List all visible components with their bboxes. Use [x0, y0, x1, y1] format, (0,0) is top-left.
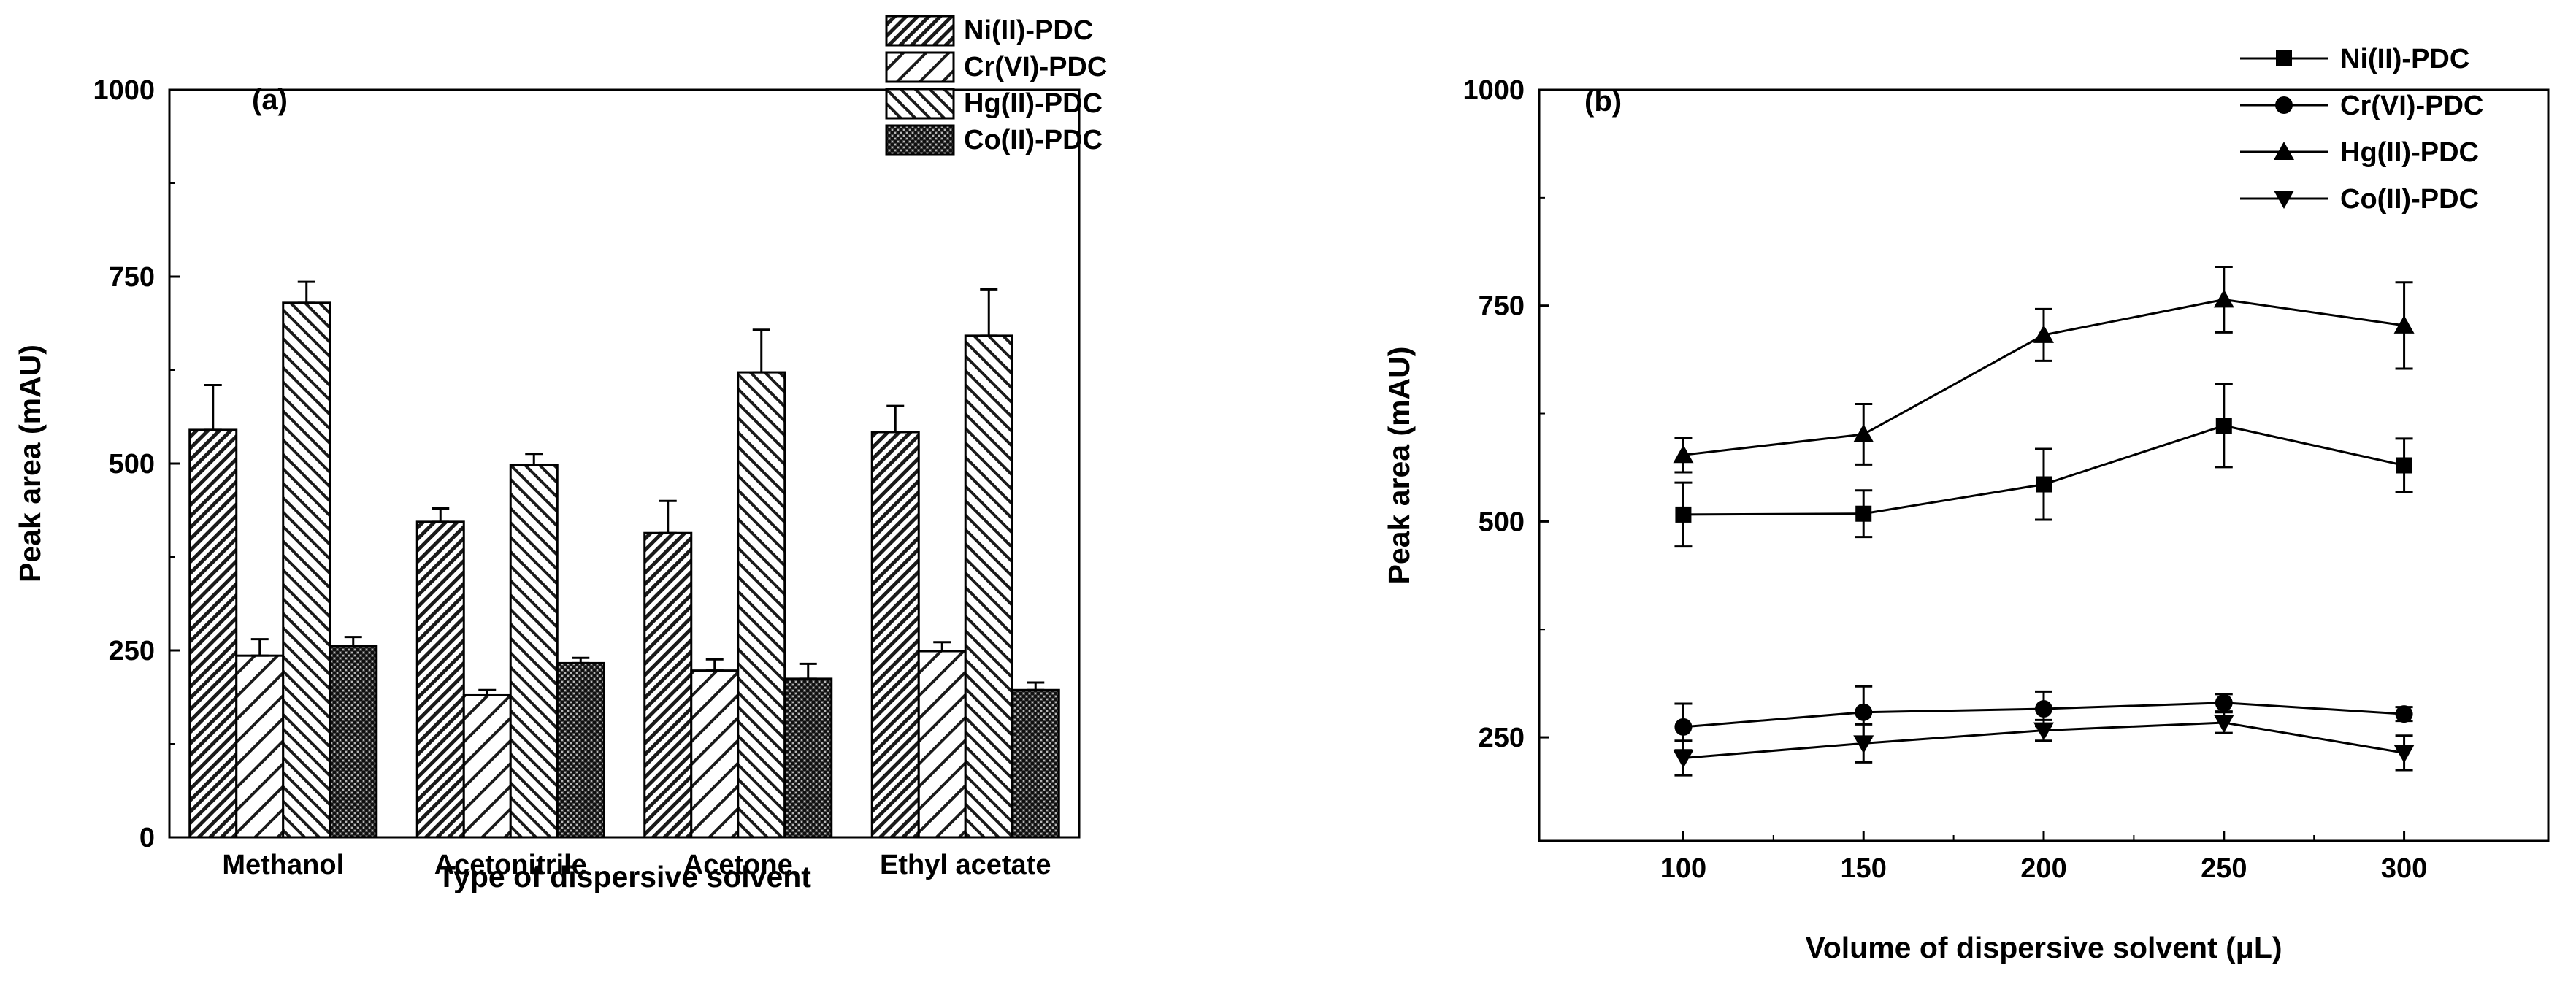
bar [737, 371, 786, 839]
series-0 [1674, 383, 2413, 548]
bar [783, 677, 833, 839]
legend: Ni(II)-PDC Cr(VI)-PDC Hg(II)-PDC Co(II)-PDC [885, 15, 1107, 156]
y-tick-label: 250 [109, 636, 155, 666]
panel-label: (a) [252, 84, 288, 116]
x-tick-label: 300 [2381, 853, 2427, 884]
bar [917, 650, 967, 839]
legend-swatch [885, 15, 955, 47]
data-point [2393, 315, 2415, 334]
legend-swatch [885, 88, 955, 120]
legend-marker [2274, 142, 2294, 160]
y-axis-title: Peak area (mAU) [13, 345, 47, 583]
data-point [1673, 750, 1694, 769]
legend: Ni(II)-PDC Cr(VI)-PDC Hg(II)-PDC Co(II)-PDC [2240, 44, 2483, 215]
legend-marker [2276, 50, 2292, 66]
y-axis-title: Peak area (mAU) [1382, 347, 1416, 585]
legend-label: Hg(II)-PDC [964, 88, 1103, 119]
data-point [2215, 418, 2232, 434]
y-tick-label: 500 [1479, 507, 1525, 537]
x-tick-label: 250 [2201, 853, 2247, 884]
x-axis-title: Volume of dispersive solvent (μL) [1805, 931, 2282, 964]
x-tick-label: 100 [1660, 853, 1706, 884]
legend-label: Ni(II)-PDC [2340, 44, 2469, 74]
series-2 [1673, 265, 2415, 474]
x-category-label: Acetone [683, 850, 793, 880]
legend-label: Ni(II)-PDC [964, 15, 1093, 46]
data-point [2036, 476, 2052, 493]
data-point [1853, 735, 1874, 754]
legend-swatch [885, 124, 955, 156]
legend-label: Co(II)-PDC [2340, 184, 2479, 215]
legend-swatch [885, 51, 955, 83]
data-point [2033, 324, 2054, 343]
bar [462, 693, 512, 839]
bar [1011, 688, 1060, 839]
y-tick-label: 250 [1479, 723, 1525, 753]
y-tick-label: 750 [1479, 291, 1525, 322]
panel-label: (b) [1584, 85, 1622, 118]
line-chart-panel-b: 250 500 750 1000 100 150 200 250 300 (b) Volume of… [1382, 44, 2550, 964]
data-point [2033, 722, 2054, 741]
data-point [1674, 718, 1693, 736]
data-point [2035, 700, 2052, 718]
y-tick-label: 1000 [93, 75, 155, 106]
data-point [2396, 457, 2412, 474]
legend-label: Cr(VI)-PDC [964, 52, 1107, 82]
x-axis-title: Type of dispersive solvent [437, 860, 811, 893]
x-tick-label: 200 [2020, 853, 2066, 884]
series-3 [1673, 711, 2415, 777]
legend-marker [2275, 96, 2293, 114]
bar [235, 654, 285, 839]
bar [188, 428, 238, 839]
data-point [1853, 423, 1874, 442]
x-tick-label: 150 [1841, 853, 1887, 884]
y-tick-label: 500 [109, 449, 155, 480]
data-point [1855, 703, 1873, 721]
data-point [1675, 506, 1692, 523]
x-category-label: Methanol [222, 850, 344, 880]
data-point [2213, 289, 2234, 308]
data-point [1673, 445, 1694, 464]
bar [643, 531, 693, 839]
bar-chart-panel-a: 0 250 500 750 1000 Methanol Acetonitrile Aceton… [13, 15, 1107, 893]
y-tick-label: 0 [139, 823, 155, 853]
legend-label: Hg(II)-PDC [2340, 137, 2479, 168]
data-point [2393, 745, 2415, 764]
data-point [1855, 505, 1872, 522]
y-tick-label: 750 [109, 262, 155, 293]
x-category-label: Acetonitrile [434, 850, 587, 880]
legend-marker [2274, 191, 2294, 209]
data-point [2215, 693, 2233, 712]
bar [870, 431, 920, 839]
bar [556, 661, 605, 839]
x-category-label: Ethyl acetate [880, 850, 1051, 880]
bar [282, 301, 331, 839]
data-point [2395, 705, 2413, 723]
bar [690, 669, 740, 839]
bar [964, 334, 1013, 839]
bar [415, 520, 465, 839]
bar [509, 464, 559, 839]
bar [329, 645, 378, 839]
legend-label: Cr(VI)-PDC [2340, 91, 2483, 121]
legend-label: Co(II)-PDC [964, 125, 1103, 155]
y-tick-label: 1000 [1463, 75, 1525, 106]
data-point [2213, 714, 2234, 733]
